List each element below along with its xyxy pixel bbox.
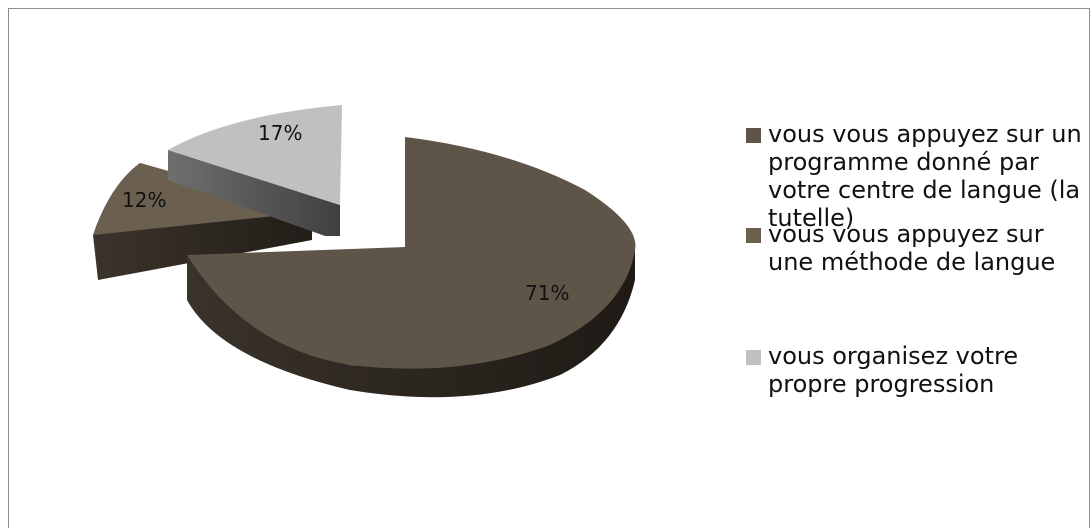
legend-label-methode: vous vous appuyez sur une méthode de lan… — [768, 220, 1056, 276]
legend-swatch-programme — [746, 128, 761, 143]
legend-swatch-progression — [746, 350, 761, 365]
data-label-programme: 71% — [525, 281, 569, 305]
pie-slice-methode — [93, 163, 312, 235]
legend-label-programme: vous vous appuyez sur un programme donné… — [768, 120, 1082, 232]
legend-item-methode: vous vous appuyez sur une méthode de lan… — [746, 220, 1086, 276]
pie-chart: 17% 12% 71% — [93, 105, 636, 398]
pie-slice-programme — [187, 137, 636, 369]
legend-swatch-methode — [746, 228, 761, 243]
chart-frame — [8, 8, 1090, 528]
pie-slice-programme-side — [187, 245, 635, 398]
data-label-methode: 12% — [122, 188, 166, 212]
pie-slice-progression — [168, 105, 342, 205]
pie-slice-progression-side — [168, 150, 340, 236]
legend-item-progression: vous organisez votre propre progression — [746, 342, 1086, 398]
legend-item-programme: vous vous appuyez sur un programme donné… — [746, 120, 1086, 232]
legend-label-progression: vous organisez votre propre progression — [768, 342, 1019, 398]
data-label-progression: 17% — [258, 121, 302, 145]
